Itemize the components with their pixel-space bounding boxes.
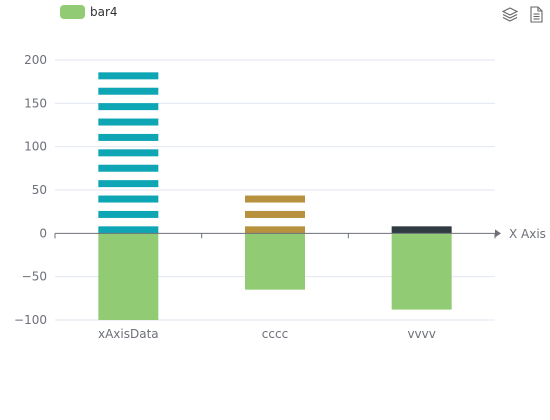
legend[interactable]: bar4: [60, 5, 118, 19]
bar-segment-xAxisData: [98, 180, 159, 188]
axes: 200 150 100 50 0 −50 −100 xAxisData cccc vvvv: [14, 53, 501, 341]
bar-segment-cccc: [245, 195, 305, 203]
legend-swatch-bar4[interactable]: [60, 5, 85, 19]
bar-segment-xAxisData: [98, 118, 159, 126]
x-axis-name: X Axis: [509, 227, 546, 241]
bar-segment-vvvv: [391, 226, 452, 234]
bar-segment-cccc: [245, 226, 305, 234]
bar-segment-xAxisData: [98, 195, 159, 203]
bar-segment-xAxisData: [98, 103, 159, 111]
x-category-label: vvvv: [407, 327, 435, 341]
bar-segment-cccc: [245, 210, 305, 218]
y-tick-label: 100: [24, 140, 47, 154]
bar-segment-xAxisData: [98, 210, 159, 218]
y-tick-label: 200: [24, 53, 47, 67]
y-tick-label: 150: [24, 96, 47, 110]
y-tick-label: −100: [14, 313, 47, 327]
x-category-label: xAxisData: [98, 327, 159, 341]
bar-series: [98, 72, 452, 320]
x-axis-arrow: [495, 229, 501, 238]
bar-vvvv: [391, 233, 452, 310]
bar-segment-xAxisData: [98, 226, 159, 234]
x-category-label: cccc: [262, 327, 288, 341]
bar-segment-xAxisData: [98, 72, 159, 80]
bar-segment-xAxisData: [98, 87, 159, 95]
bar-segment-xAxisData: [98, 133, 159, 141]
y-tick-label: 50: [32, 183, 47, 197]
bar-segment-xAxisData: [98, 149, 159, 157]
layers-icon[interactable]: [501, 7, 519, 22]
bar-segment-xAxisData: [98, 164, 159, 172]
legend-label-bar4[interactable]: bar4: [90, 5, 118, 19]
bar-cccc: [245, 233, 305, 290]
data-view-icon[interactable]: [530, 6, 543, 23]
y-tick-label: −50: [22, 270, 47, 284]
bar-xAxisData: [98, 233, 159, 320]
y-tick-label: 0: [39, 226, 47, 240]
